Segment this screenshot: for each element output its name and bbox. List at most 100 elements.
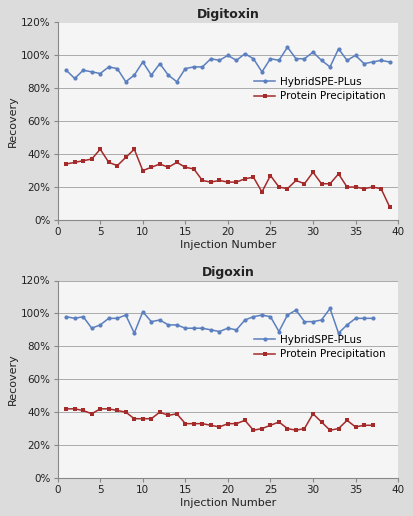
HybridSPE-PLus [174, 78, 179, 85]
HybridSPE-PLus [344, 322, 349, 328]
HybridSPE-PLus [353, 315, 358, 321]
HybridSPE-PLus [209, 56, 214, 62]
Protein Precipitation [209, 422, 214, 428]
Protein Precipitation [149, 164, 154, 170]
Protein Precipitation [379, 186, 384, 192]
HybridSPE-PLus [251, 56, 256, 62]
HybridSPE-PLus [191, 64, 196, 70]
Protein Precipitation [157, 409, 162, 415]
HybridSPE-PLus [234, 57, 239, 63]
Protein Precipitation [183, 164, 188, 170]
HybridSPE-PLus [115, 66, 120, 72]
HybridSPE-PLus [98, 322, 103, 328]
Protein Precipitation [225, 179, 230, 185]
Protein Precipitation [234, 421, 239, 427]
Line: HybridSPE-PLus: HybridSPE-PLus [64, 45, 392, 84]
Protein Precipitation [132, 415, 137, 422]
Protein Precipitation [64, 406, 69, 412]
HybridSPE-PLus [302, 56, 307, 62]
HybridSPE-PLus [98, 70, 103, 76]
HybridSPE-PLus [81, 67, 85, 73]
Protein Precipitation [370, 184, 375, 190]
HybridSPE-PLus [209, 327, 214, 333]
Protein Precipitation [81, 157, 85, 164]
Protein Precipitation [166, 412, 171, 418]
HybridSPE-PLus [225, 325, 230, 331]
Protein Precipitation [336, 426, 341, 432]
Protein Precipitation [132, 146, 137, 152]
Protein Precipitation [259, 189, 264, 195]
Protein Precipitation [209, 179, 214, 185]
Protein Precipitation [344, 184, 349, 190]
Protein Precipitation [311, 411, 316, 417]
Protein Precipitation [311, 169, 316, 175]
Protein Precipitation [89, 156, 94, 162]
Protein Precipitation [149, 415, 154, 422]
HybridSPE-PLus [81, 314, 85, 320]
Title: Digoxin: Digoxin [202, 266, 254, 279]
Protein Precipitation [294, 427, 299, 433]
Protein Precipitation [174, 159, 179, 166]
HybridSPE-PLus [132, 330, 137, 336]
Protein Precipitation [200, 421, 205, 427]
HybridSPE-PLus [140, 309, 145, 315]
HybridSPE-PLus [344, 57, 349, 63]
HybridSPE-PLus [106, 315, 111, 321]
Protein Precipitation [183, 421, 188, 427]
Protein Precipitation [362, 186, 367, 192]
Protein Precipitation [251, 174, 256, 180]
HybridSPE-PLus [225, 52, 230, 58]
HybridSPE-PLus [387, 59, 392, 65]
HybridSPE-PLus [311, 49, 316, 55]
HybridSPE-PLus [234, 327, 239, 333]
Protein Precipitation [81, 408, 85, 414]
HybridSPE-PLus [132, 72, 137, 78]
Protein Precipitation [328, 427, 332, 433]
Y-axis label: Recovery: Recovery [8, 353, 18, 405]
Protein Precipitation [225, 421, 230, 427]
Protein Precipitation [319, 419, 324, 425]
Protein Precipitation [106, 159, 111, 166]
HybridSPE-PLus [200, 64, 205, 70]
Protein Precipitation [362, 422, 367, 428]
Protein Precipitation [344, 417, 349, 424]
HybridSPE-PLus [353, 52, 358, 58]
HybridSPE-PLus [362, 315, 367, 321]
HybridSPE-PLus [259, 312, 264, 318]
HybridSPE-PLus [294, 56, 299, 62]
HybridSPE-PLus [64, 67, 69, 73]
HybridSPE-PLus [123, 312, 128, 318]
HybridSPE-PLus [259, 69, 264, 75]
HybridSPE-PLus [166, 72, 171, 78]
Line: Protein Precipitation: Protein Precipitation [64, 407, 375, 432]
HybridSPE-PLus [106, 64, 111, 70]
Protein Precipitation [217, 424, 222, 430]
Protein Precipitation [200, 178, 205, 184]
HybridSPE-PLus [140, 59, 145, 65]
Protein Precipitation [302, 181, 307, 187]
Protein Precipitation [242, 417, 247, 424]
Protein Precipitation [166, 164, 171, 170]
HybridSPE-PLus [200, 325, 205, 331]
Protein Precipitation [276, 419, 281, 425]
Protein Precipitation [191, 166, 196, 172]
HybridSPE-PLus [149, 318, 154, 325]
Protein Precipitation [285, 186, 290, 192]
HybridSPE-PLus [294, 307, 299, 313]
Protein Precipitation [157, 161, 162, 167]
HybridSPE-PLus [302, 318, 307, 325]
Protein Precipitation [64, 161, 69, 167]
Protein Precipitation [191, 421, 196, 427]
HybridSPE-PLus [276, 328, 281, 334]
HybridSPE-PLus [157, 60, 162, 67]
Protein Precipitation [242, 176, 247, 182]
Protein Precipitation [140, 415, 145, 422]
HybridSPE-PLus [72, 315, 77, 321]
HybridSPE-PLus [319, 57, 324, 63]
HybridSPE-PLus [242, 51, 247, 57]
Protein Precipitation [259, 426, 264, 432]
HybridSPE-PLus [242, 317, 247, 323]
Protein Precipitation [89, 411, 94, 417]
Protein Precipitation [268, 422, 273, 428]
Protein Precipitation [234, 179, 239, 185]
